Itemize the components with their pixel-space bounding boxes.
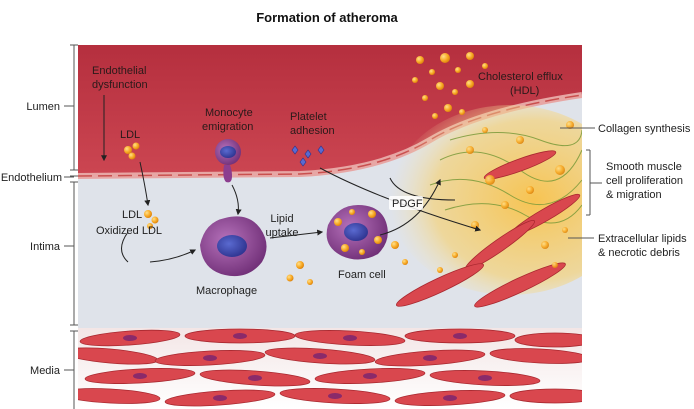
macrophage-label: Macrophage [196,285,257,297]
endothelial-cells [78,94,582,177]
smc-label-3: & migration [606,189,662,201]
platelets [291,145,325,167]
endothelium-label: Endothelium [1,172,62,184]
vessel-section [78,45,582,409]
cholesterol-efflux-label-1: Cholesterol efflux [478,71,563,83]
collagen-synthesis-label: Collagen synthesis [598,123,691,135]
platelet-label-2: adhesion [290,125,335,137]
process-labels: Endothelial dysfunction LDL Monocyte emi… [92,65,563,297]
cholesterol-efflux-label-2: (HDL) [510,85,539,97]
lipid-uptake-label-2: uptake [265,227,298,239]
macrophage-cell [200,216,267,277]
diagram-title: Formation of atheroma [256,10,398,25]
ldl-intima-label: LDL [122,209,142,221]
right-labels: Collagen synthesis Smooth muscle cell pr… [560,123,691,259]
lumen-label: Lumen [26,101,60,113]
platelet-label-1: Platelet [290,111,327,123]
ldl-particles-intima [144,210,458,285]
media-cell-nuclei [123,333,492,401]
lipid-uptake-label-1: Lipid [270,213,293,225]
layer-labels: Lumen Endothelium Intima Media [1,44,78,409]
smc-label-1: Smooth muscle [606,161,682,173]
lipids-label-2: & necrotic debris [598,247,680,259]
extracellular-lipid-droplets [466,121,574,268]
monocyte-label-1: Monocyte [205,107,253,119]
pdgf-label: PDGF [392,198,423,210]
oxidized-ldl-label: Oxidized LDL [96,225,162,237]
monocyte [215,139,241,183]
monocyte-label-2: emigration [202,121,253,133]
endothelial-dysfunction-label-2: dysfunction [92,79,148,91]
hdl-particles [412,52,488,119]
foam-cell-label: Foam cell [338,269,386,281]
media-label: Media [30,365,61,377]
smc-label-2: cell proliferation [606,175,683,187]
lipid-core [390,105,582,295]
ldl-lumen-label: LDL [120,129,140,141]
lipids-label-1: Extracellular lipids [598,233,687,245]
foam-cell [326,205,388,260]
endothelial-dysfunction-label-1: Endothelial [92,65,146,77]
migrating-smooth-muscle-cells [395,150,581,308]
intima-label: Intima [30,241,61,253]
ldl-particles-lumen [124,142,140,160]
